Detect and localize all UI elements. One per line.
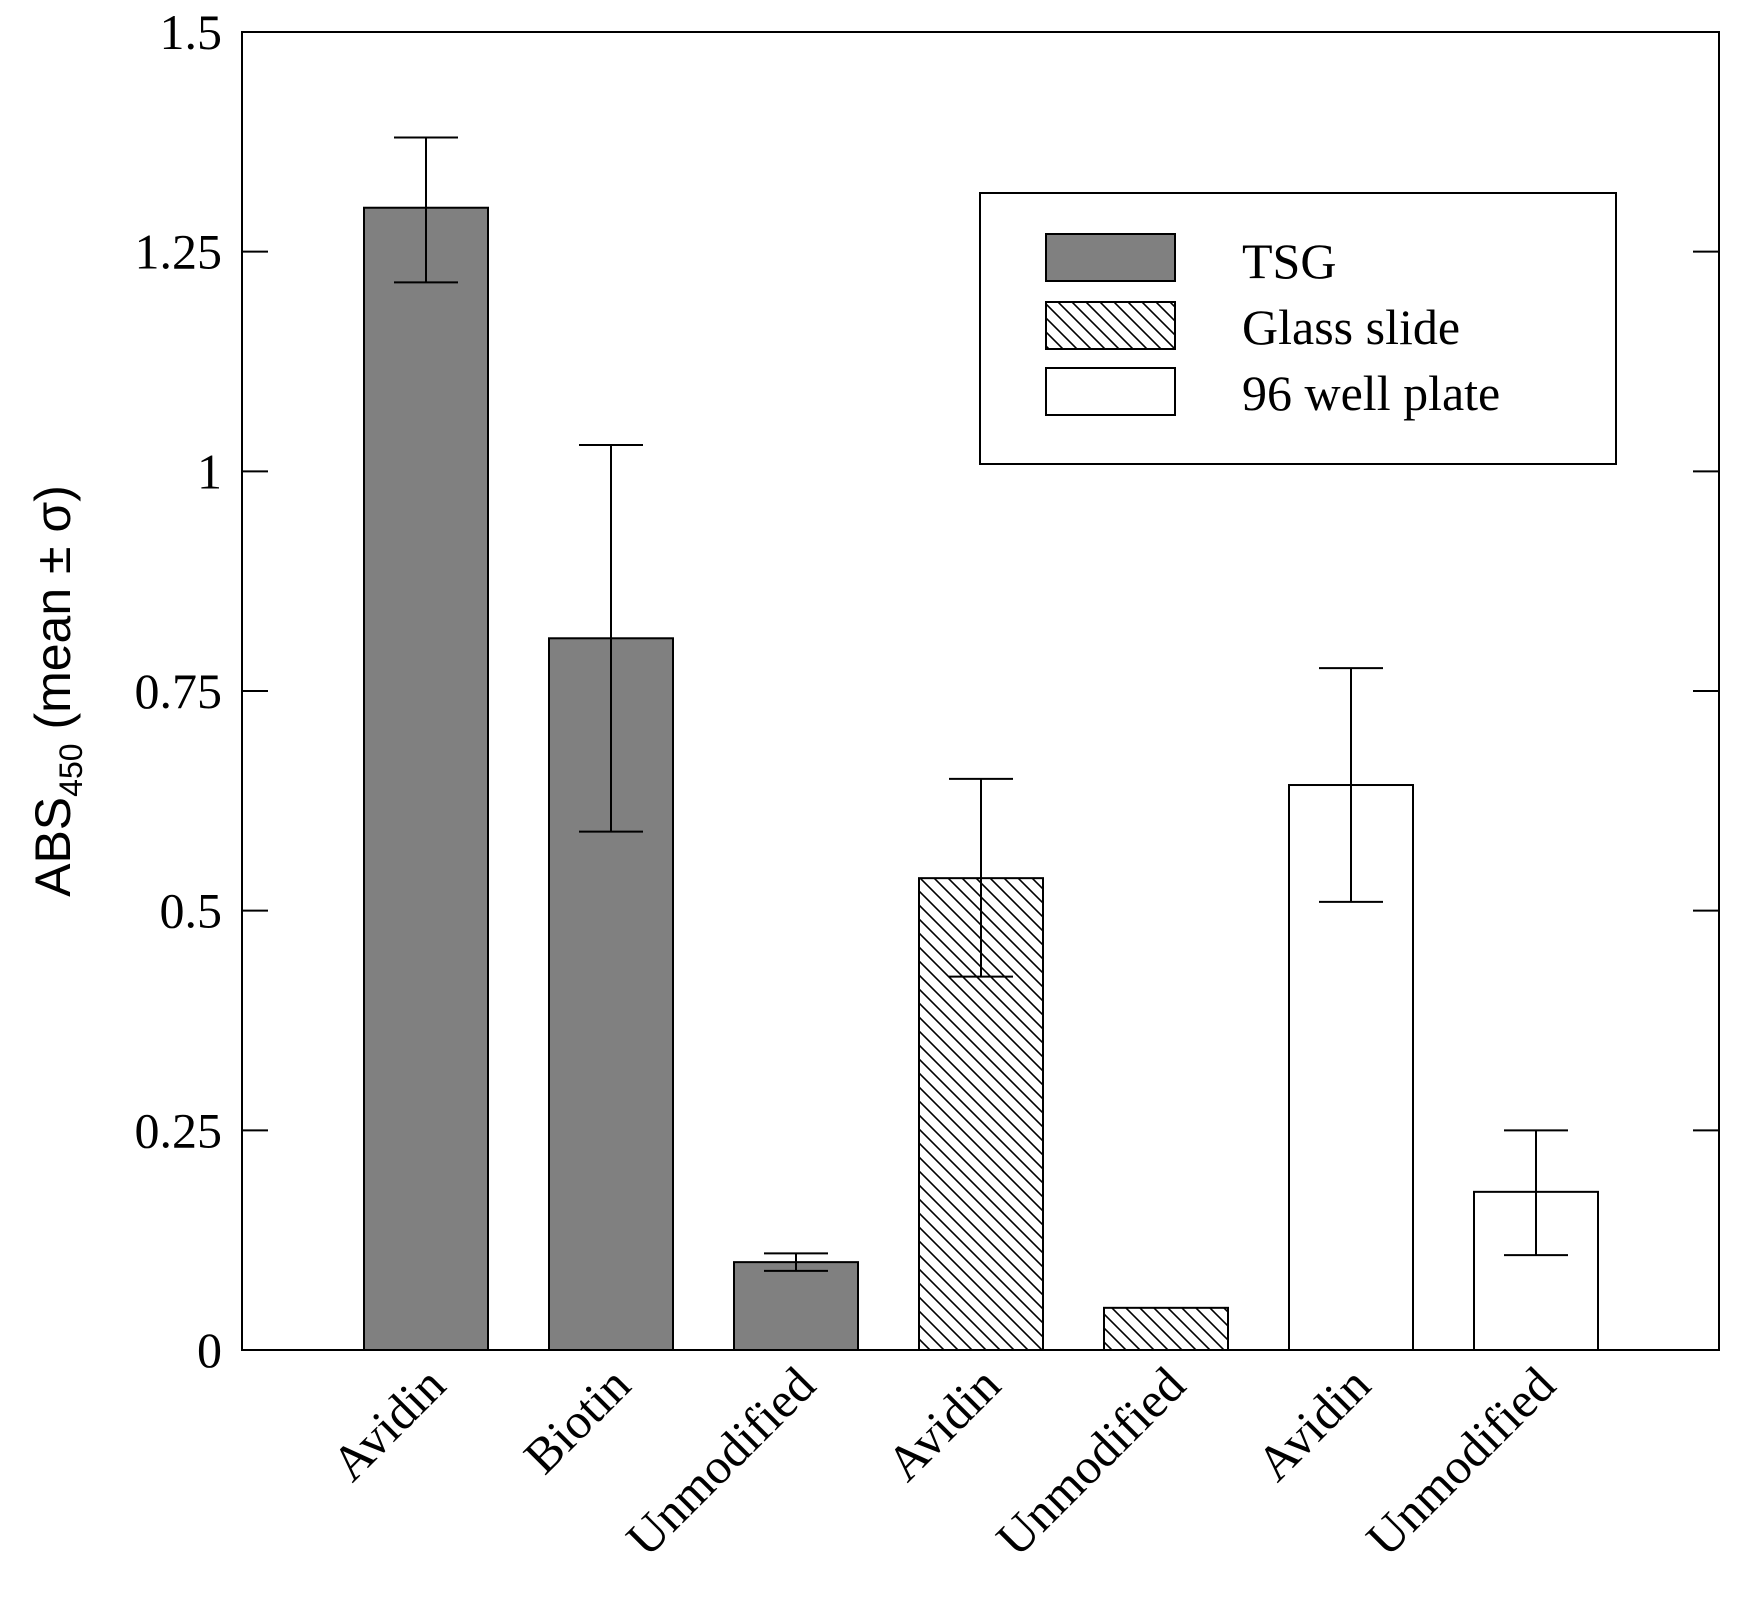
bars-group [363,206,1599,1352]
y-tick-label: 1 [197,443,222,499]
legend-swatch-tsg [1045,233,1176,282]
y-axis-label-main: ABS [25,797,81,897]
bar-tsg-unmodified [733,1261,859,1351]
plot-frame [241,31,1720,1351]
y-axis-label-rest: (mean ± σ) [25,485,81,743]
y-tick-label: 0 [197,1322,222,1378]
bar-glass-slide-unmodified [1103,1306,1229,1351]
legend-label-tsg: TSG [1242,233,1336,289]
y-tick-label: 1.5 [160,4,223,60]
y-tick-labels: 0 0.25 0.5 0.75 1 1.25 1.5 [135,4,223,1378]
y-axis-label: ABS450 (mean ± σ) [25,485,89,897]
legend-swatch-glass-slide [1045,301,1176,350]
y-axis-label-subscript: 450 [53,743,89,796]
y-tick-label: 0.5 [160,883,223,939]
legend-label-96-well-plate: 96 well plate [1242,365,1500,421]
y-tick-label: 0.25 [135,1102,223,1158]
y-tick-label: 0.75 [135,663,223,719]
bar-tsg-avidin [363,206,489,1352]
error-bars-group [394,136,1568,1272]
y-tick-label: 1.25 [135,224,223,280]
legend: TSG Glass slide 96 well plate [979,192,1617,465]
legend-label-glass-slide: Glass slide [1242,299,1460,355]
legend-swatch-96-well-plate [1045,367,1176,416]
